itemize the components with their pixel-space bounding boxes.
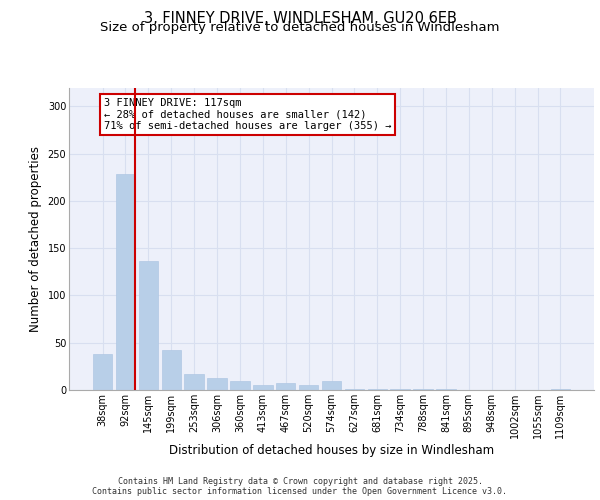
Text: 3 FINNEY DRIVE: 117sqm
← 28% of detached houses are smaller (142)
71% of semi-de: 3 FINNEY DRIVE: 117sqm ← 28% of detached… <box>104 98 391 131</box>
Bar <box>344 389 364 390</box>
Bar <box>299 386 319 390</box>
Bar <box>368 389 387 390</box>
Bar <box>208 378 227 390</box>
Bar <box>93 354 112 390</box>
Bar <box>436 389 455 390</box>
Bar <box>391 389 410 390</box>
Bar <box>230 382 250 390</box>
Bar <box>413 389 433 390</box>
Bar <box>184 374 204 390</box>
Bar <box>276 384 295 390</box>
Bar <box>139 262 158 390</box>
Text: 3, FINNEY DRIVE, WINDLESHAM, GU20 6EB: 3, FINNEY DRIVE, WINDLESHAM, GU20 6EB <box>143 11 457 26</box>
Bar <box>322 380 341 390</box>
Text: Size of property relative to detached houses in Windlesham: Size of property relative to detached ho… <box>100 22 500 35</box>
Bar <box>551 389 570 390</box>
Text: Contains HM Land Registry data © Crown copyright and database right 2025.
Contai: Contains HM Land Registry data © Crown c… <box>92 476 508 496</box>
X-axis label: Distribution of detached houses by size in Windlesham: Distribution of detached houses by size … <box>169 444 494 457</box>
Bar <box>253 386 272 390</box>
Bar <box>116 174 135 390</box>
Bar <box>161 350 181 390</box>
Y-axis label: Number of detached properties: Number of detached properties <box>29 146 42 332</box>
